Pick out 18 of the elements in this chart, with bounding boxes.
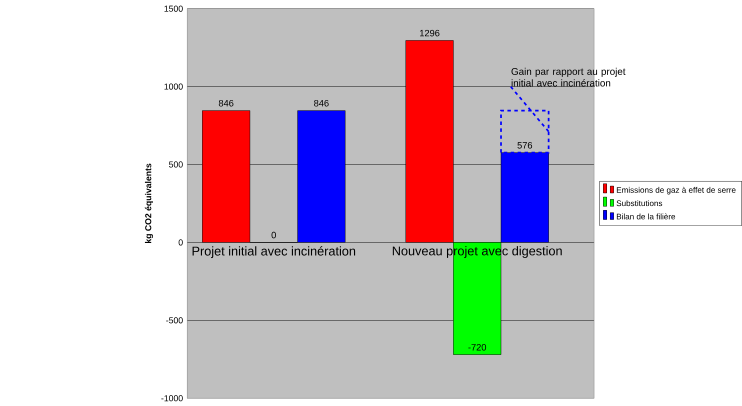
x-tick-label: Projet initial avec incinération — [192, 246, 356, 258]
data-label: 576 — [517, 142, 532, 149]
y-tick-label: 0 — [178, 239, 183, 246]
y-tick-label: 1500 — [164, 6, 183, 12]
data-label: 846 — [218, 100, 234, 106]
legend-label: Emissions de gaz à effet de serre — [616, 186, 736, 194]
y-tick-label: -1000 — [161, 395, 183, 402]
data-label: -720 — [468, 344, 486, 351]
data-label: 846 — [314, 100, 329, 106]
y-axis-title: kg CO2 équivalents — [144, 164, 154, 244]
data-label: 1296 — [420, 30, 440, 36]
annotation: Gain par rapport au projet initial avec incinération — [512, 68, 626, 86]
y-tick-label: 1000 — [164, 83, 183, 90]
legend-label: Bilan de la filière — [616, 213, 676, 220]
y-tick-label: -500 — [166, 317, 183, 324]
legend-label: Substitutions — [616, 200, 662, 206]
data-label: 0 — [272, 232, 276, 238]
y-tick-label: 500 — [169, 161, 183, 168]
